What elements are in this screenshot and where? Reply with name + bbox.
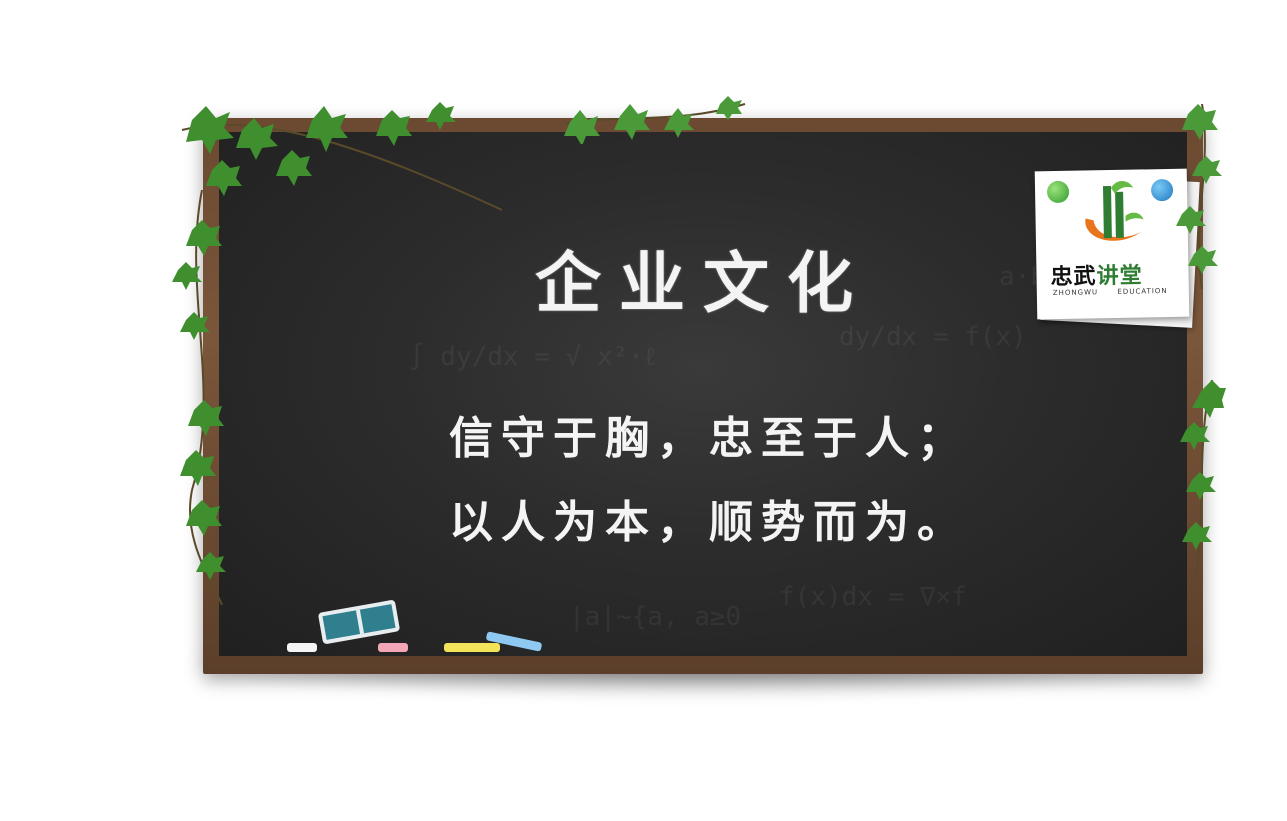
page-title: 企业文化 [535,244,871,322]
ivy-vine-icon [564,96,746,144]
logo-card: 忠武讲堂 ZHONGWU EDUCATION [1034,168,1190,320]
ivy-vine-icon [1176,104,1222,290]
ghost-scribble: |a|~{a, a≥0 [569,602,742,632]
pin-icon [1150,178,1174,202]
motto-line-1: 信守于胸，忠至于人； [449,413,969,464]
eraser-stripe [355,609,365,634]
logo-sub-right: EDUCATION [1117,287,1168,296]
ivy-vine-icon [1180,380,1226,576]
ghost-scribble: f(x)dx = ∇×f [779,582,967,612]
logo-name: 忠武讲堂 [1050,257,1143,291]
chalk-icon [378,643,408,652]
chalk-icon [287,643,317,652]
logo-name-black: 忠武 [1050,263,1097,291]
motto-line-2: 以人为本，顺势而为。 [449,497,969,548]
logo-subtitle: ZHONGWU EDUCATION [1053,287,1168,297]
ghost-scribble: ∫ dy/dx = √ x²·ℓ [409,342,657,372]
chalk-ledge [203,656,1203,674]
ivy-vine-icon [181,102,503,211]
pin-icon [1046,180,1070,204]
ivy-vine-icon [172,190,226,606]
logo-mark-icon [1085,181,1144,241]
logo-sub-left: ZHONGWU [1052,288,1099,298]
chalk-icon [444,643,500,652]
ghost-scribble: dy/dx = f(x) [839,322,1027,352]
logo-name-green: 讲堂 [1096,262,1143,290]
